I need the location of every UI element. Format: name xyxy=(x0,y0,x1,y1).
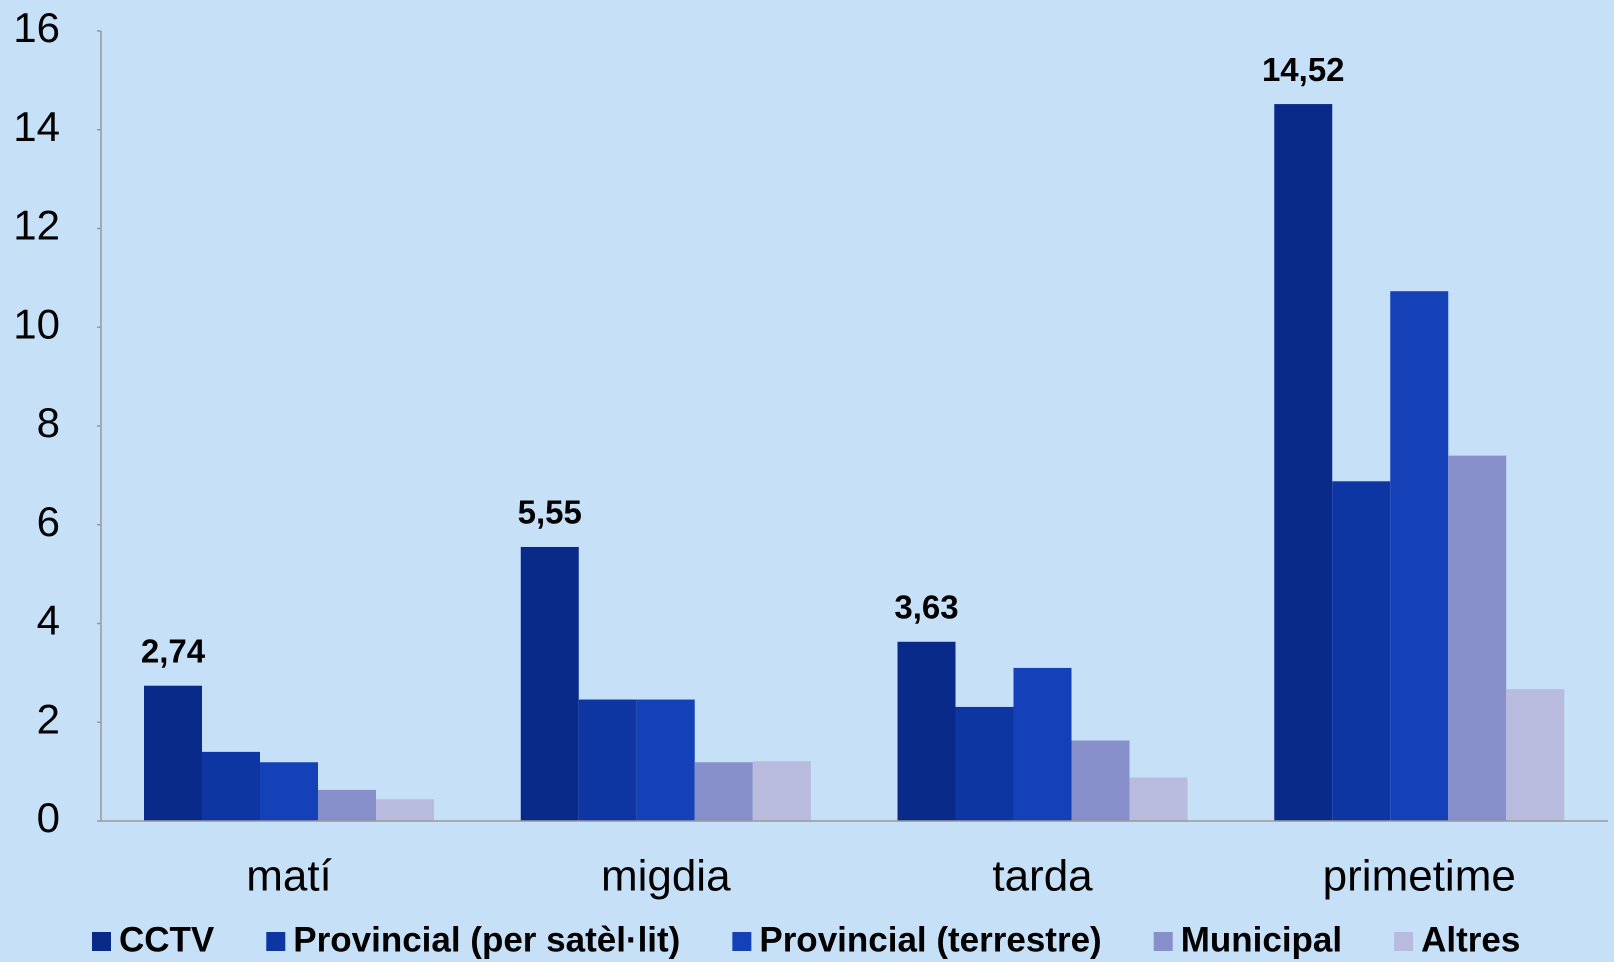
bar xyxy=(520,546,579,821)
y-tick-label: 4 xyxy=(37,597,60,644)
x-tick-label: matí xyxy=(246,852,332,901)
y-tick-label: 16 xyxy=(13,4,60,51)
y-tick-label: 14 xyxy=(13,103,60,150)
legend-label: Provincial (per satèl·lit) xyxy=(293,920,680,959)
bar xyxy=(1013,667,1072,821)
y-tick-label: 2 xyxy=(37,695,60,742)
bar xyxy=(144,685,202,821)
legend-swatch xyxy=(1153,932,1173,951)
legend-swatch xyxy=(732,932,752,951)
y-tick-label: 0 xyxy=(37,794,60,841)
legend-label: CCTV xyxy=(119,920,215,959)
legend-label: Municipal xyxy=(1181,920,1342,959)
legend-swatch xyxy=(266,932,286,951)
legend-swatch xyxy=(1394,932,1414,951)
bar xyxy=(955,706,1014,821)
x-tick-label: migdia xyxy=(601,852,731,901)
bar xyxy=(1129,777,1188,821)
bar xyxy=(1390,291,1449,821)
bar xyxy=(636,699,695,821)
y-tick-label: 8 xyxy=(37,399,60,446)
bar xyxy=(1274,104,1333,821)
value-label: 5,55 xyxy=(518,494,582,531)
bar xyxy=(1332,481,1391,821)
bar xyxy=(260,762,318,821)
value-label: 14,52 xyxy=(1262,51,1345,88)
legend-swatch xyxy=(92,932,111,951)
bar xyxy=(1448,455,1507,821)
bar xyxy=(1071,740,1130,821)
bar xyxy=(897,641,956,821)
value-label: 2,74 xyxy=(141,632,206,669)
bar xyxy=(318,789,376,821)
bar xyxy=(752,761,811,821)
bar xyxy=(694,762,753,821)
x-tick-label: primetime xyxy=(1323,852,1516,901)
y-tick-label: 12 xyxy=(13,202,60,249)
legend-label: Altres xyxy=(1421,920,1520,959)
x-tick-label: tarda xyxy=(992,852,1093,901)
bar xyxy=(578,699,637,821)
y-tick-label: 6 xyxy=(37,498,60,545)
value-label: 3,63 xyxy=(894,588,958,625)
y-tick-label: 10 xyxy=(13,300,60,347)
bar xyxy=(376,799,434,821)
bar xyxy=(1506,689,1565,821)
legend-label: Provincial (terrestre) xyxy=(759,920,1101,959)
bar xyxy=(202,751,260,821)
